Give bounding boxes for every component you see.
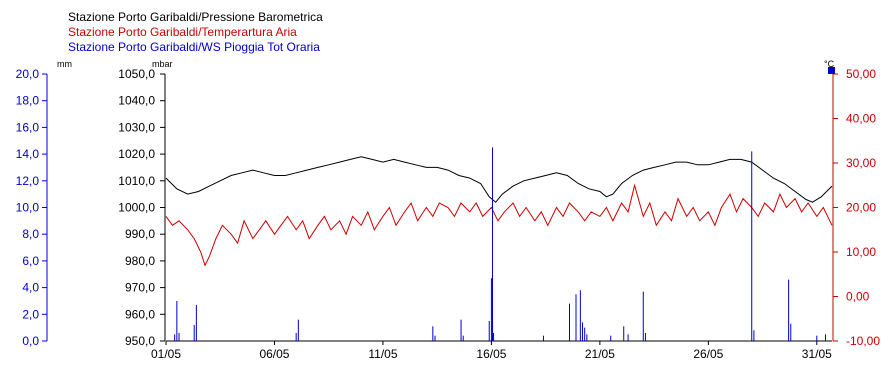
x-axis-tick-label: 21/05: [585, 347, 615, 361]
legend: Stazione Porto Garibaldi/Pressione Barom…: [68, 10, 323, 54]
temperature-series-line: [165, 183, 833, 267]
rain-axis-tick-label: 0,0: [22, 334, 39, 348]
pressure-axis: mbar 950,0 960,0 970,0 980,0 990,0 1000,0 1010…: [118, 59, 172, 348]
x-axis-tick-label: 06/05: [259, 347, 289, 361]
temperature-axis-tick-label: 40,00: [846, 112, 876, 126]
rain-axis: mm 0,0 2,0 4,0 6,0 8,0 10,0 12,0 14,0 16,0 18,0 20…: [16, 59, 72, 348]
temperature-axis-unit: °C: [824, 59, 835, 69]
x-axis-tick-label: 01/05: [151, 347, 181, 361]
pressure-axis-tick-label: 1020,0: [118, 147, 155, 161]
temperature-axis-tick-label: 30,00: [846, 156, 876, 170]
temperature-axis-tick-label: 10,00: [846, 245, 876, 259]
rain-axis-tick-label: 16,0: [16, 120, 40, 134]
temperature-axis: °C -10,00 0,00 10,00 20,00 30,00 40,00 50,00: [824, 59, 880, 348]
legend-entry-temperature: Stazione Porto Garibaldi/Temperartura Ar…: [68, 25, 297, 39]
pressure-axis-unit: mbar: [152, 59, 173, 69]
temperature-axis-tick-label: 0,00: [846, 290, 870, 304]
plot-area: [165, 147, 833, 342]
temperature-axis-tick-label: -10,00: [846, 334, 880, 348]
pressure-series-line: [165, 156, 833, 203]
rain-axis-tick-label: 12,0: [16, 174, 40, 188]
x-axis: 01/05 06/05 11/05 16/05 21/05 26/05 31/05: [151, 341, 832, 361]
pressure-axis-tick-label: 1000,0: [118, 201, 155, 215]
pressure-axis-tick-label: 970,0: [125, 281, 155, 295]
rain-axis-tick-label: 10,0: [16, 201, 40, 215]
pressure-axis-tick-label: 990,0: [125, 227, 155, 241]
pressure-axis-tick-label: 980,0: [125, 254, 155, 268]
temperature-axis-tick-label: 20,00: [846, 201, 876, 215]
rain-axis-tick-label: 2,0: [22, 307, 39, 321]
pressure-axis-tick-label: 1030,0: [118, 120, 155, 134]
rain-axis-tick-label: 4,0: [22, 281, 39, 295]
temperature-series-marker: [828, 67, 835, 74]
pressure-axis-tick-label: 950,0: [125, 334, 155, 348]
rain-axis-tick-label: 20,0: [16, 67, 40, 81]
rain-axis-tick-label: 6,0: [22, 254, 39, 268]
pressure-axis-tick-label: 1010,0: [118, 174, 155, 188]
x-axis-tick-label: 31/05: [802, 347, 832, 361]
rain-axis-tick-label: 8,0: [22, 227, 39, 241]
legend-entry-pressure: Stazione Porto Garibaldi/Pressione Barom…: [68, 10, 323, 24]
x-axis-tick-label: 16/05: [476, 347, 506, 361]
rain-axis-tick-label: 14,0: [16, 147, 40, 161]
rain-axis-unit: mm: [57, 59, 72, 69]
temperature-axis-tick-label: 50,00: [846, 67, 876, 81]
pressure-axis-tick-label: 1050,0: [118, 67, 155, 81]
pressure-axis-tick-label: 1040,0: [118, 94, 155, 108]
rain-axis-tick-label: 18,0: [16, 94, 40, 108]
x-axis-tick-label: 11/05: [368, 347, 397, 361]
legend-entry-rain: Stazione Porto Garibaldi/WS Pioggia Tot …: [68, 40, 320, 54]
pressure-axis-tick-label: 960,0: [125, 307, 155, 321]
x-axis-tick-label: 26/05: [693, 347, 723, 361]
